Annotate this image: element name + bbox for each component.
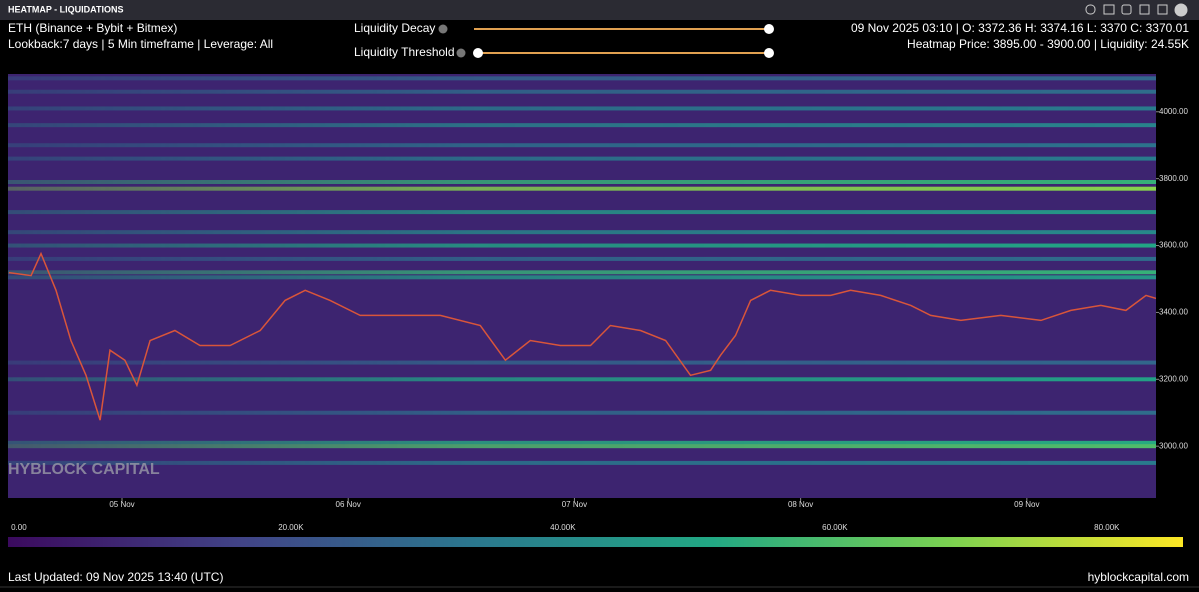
liquidity-band bbox=[8, 444, 1156, 448]
liquidity-band bbox=[8, 180, 1156, 184]
liquidity-band bbox=[8, 123, 1156, 127]
liquidity-band bbox=[8, 187, 1156, 191]
y-tick-label: 3800.00 bbox=[1159, 174, 1188, 183]
colorbar-tick-label: 0.00 bbox=[11, 523, 27, 532]
slider-knob[interactable] bbox=[764, 48, 774, 58]
settings: Lookback:7 days | 5 Min timeframe | Leve… bbox=[8, 37, 273, 51]
help-icon[interactable] bbox=[457, 49, 466, 58]
liquidity-band bbox=[8, 157, 1156, 161]
liquidity-band bbox=[8, 377, 1156, 381]
liquidity-band bbox=[8, 244, 1156, 248]
y-tick-label: 3200.00 bbox=[1159, 374, 1188, 383]
heatmap-info: Heatmap Price: 3895.00 - 3900.00 | Liqui… bbox=[907, 37, 1189, 51]
x-tick-label: 08 Nov bbox=[788, 500, 813, 509]
site: hyblockcapital.com bbox=[1088, 570, 1189, 584]
plot-background bbox=[8, 74, 1156, 498]
help-icon[interactable] bbox=[439, 25, 448, 34]
liquidity-band bbox=[8, 106, 1156, 110]
liquidity-band bbox=[8, 143, 1156, 147]
title-bar bbox=[0, 0, 1199, 20]
liquidity-band bbox=[8, 90, 1156, 94]
liquidity-band bbox=[8, 257, 1156, 261]
liquidity-band bbox=[8, 275, 1156, 279]
x-tick-label: 09 Nov bbox=[1014, 500, 1039, 509]
y-tick-label: 4000.00 bbox=[1159, 107, 1188, 116]
liquidity-band bbox=[8, 270, 1156, 274]
slider-knob[interactable] bbox=[473, 48, 483, 58]
watermark: HYBLOCK CAPITAL bbox=[8, 461, 160, 478]
y-tick-label: 3600.00 bbox=[1159, 241, 1188, 250]
pair: ETH (Binance + Bybit + Bitmex) bbox=[8, 21, 177, 35]
colorbar-tick-label: 60.00K bbox=[822, 523, 848, 532]
x-tick-label: 05 Nov bbox=[109, 500, 134, 509]
slider-knob[interactable] bbox=[764, 24, 774, 34]
colorbar-tick-label: 80.00K bbox=[1094, 523, 1120, 532]
colorbar-tick-label: 40.00K bbox=[550, 523, 576, 532]
liquidity-band bbox=[8, 230, 1156, 234]
x-tick-label: 06 Nov bbox=[336, 500, 361, 509]
panel-title: HEATMAP - LIQUIDATIONS bbox=[8, 4, 124, 14]
last-updated: Last Updated: 09 Nov 2025 13:40 (UTC) bbox=[8, 570, 223, 584]
liquidity-band bbox=[8, 76, 1156, 80]
liquidity-band bbox=[8, 461, 1156, 465]
liquidity-band bbox=[8, 411, 1156, 415]
y-tick-label: 3400.00 bbox=[1159, 308, 1188, 317]
ohlc: 09 Nov 2025 03:10 | O: 3372.36 H: 3374.1… bbox=[851, 21, 1189, 35]
liquidity-band bbox=[8, 210, 1156, 214]
y-tick-label: 3000.00 bbox=[1159, 441, 1188, 450]
colorbar-tick-label: 20.00K bbox=[278, 523, 304, 532]
control-label: Liquidity Decay bbox=[354, 21, 435, 35]
liquidity-band bbox=[8, 361, 1156, 365]
x-tick-label: 07 Nov bbox=[562, 500, 587, 509]
colorbar bbox=[8, 537, 1183, 547]
control-label: Liquidity Threshold bbox=[354, 45, 455, 59]
